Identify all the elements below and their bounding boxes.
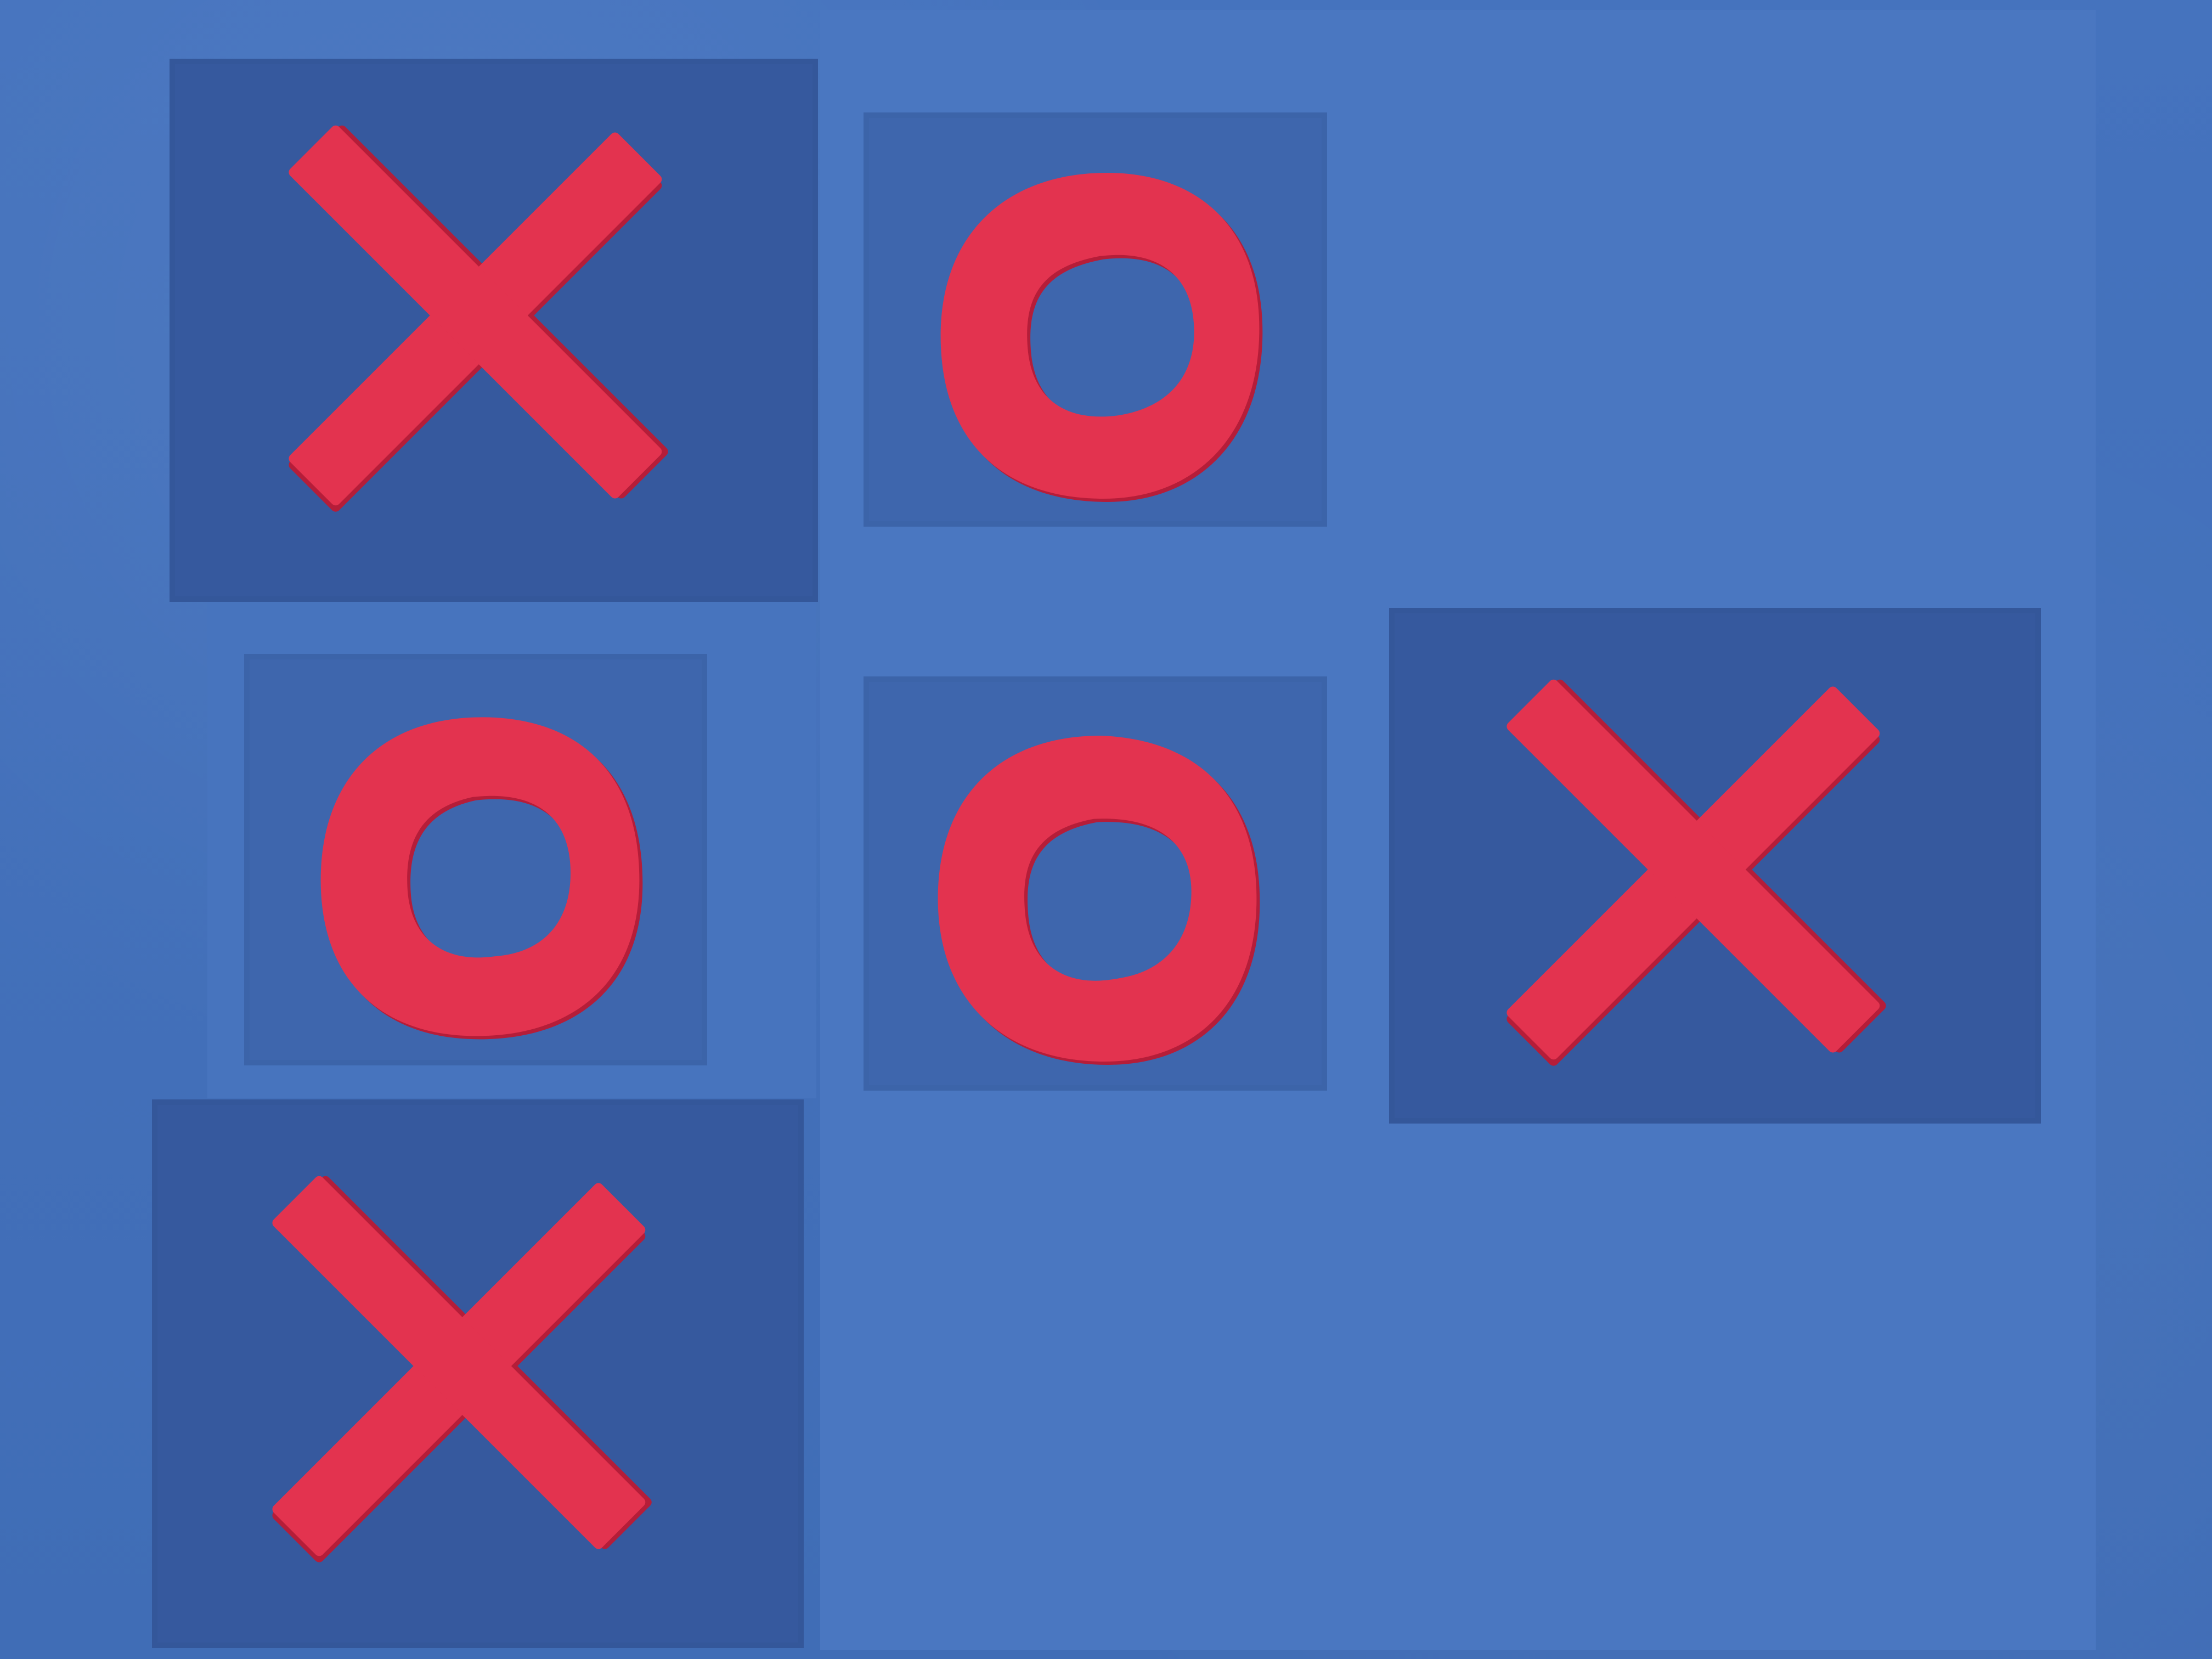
x-piece-cell-0-0[interactable] — [225, 69, 719, 562]
x-piece-cell-1-2[interactable] — [1443, 623, 1937, 1116]
x-icon — [289, 125, 668, 512]
x-shape — [289, 125, 668, 512]
o-icon — [940, 173, 1263, 502]
x-piece-cell-2-0[interactable] — [208, 1119, 702, 1613]
o-shape — [320, 717, 643, 1040]
o-piece-cell-0-1[interactable] — [908, 155, 1292, 517]
x-shape — [1506, 679, 1886, 1066]
o-shape — [940, 173, 1263, 502]
o-piece-cell-1-1[interactable] — [905, 718, 1289, 1080]
o-icon — [938, 736, 1260, 1065]
o-piece-cell-1-0[interactable] — [288, 696, 672, 1058]
o-icon — [320, 717, 643, 1040]
x-icon — [272, 1176, 652, 1562]
o-shape — [938, 736, 1260, 1065]
x-shape — [272, 1176, 652, 1562]
x-icon — [1506, 679, 1886, 1066]
